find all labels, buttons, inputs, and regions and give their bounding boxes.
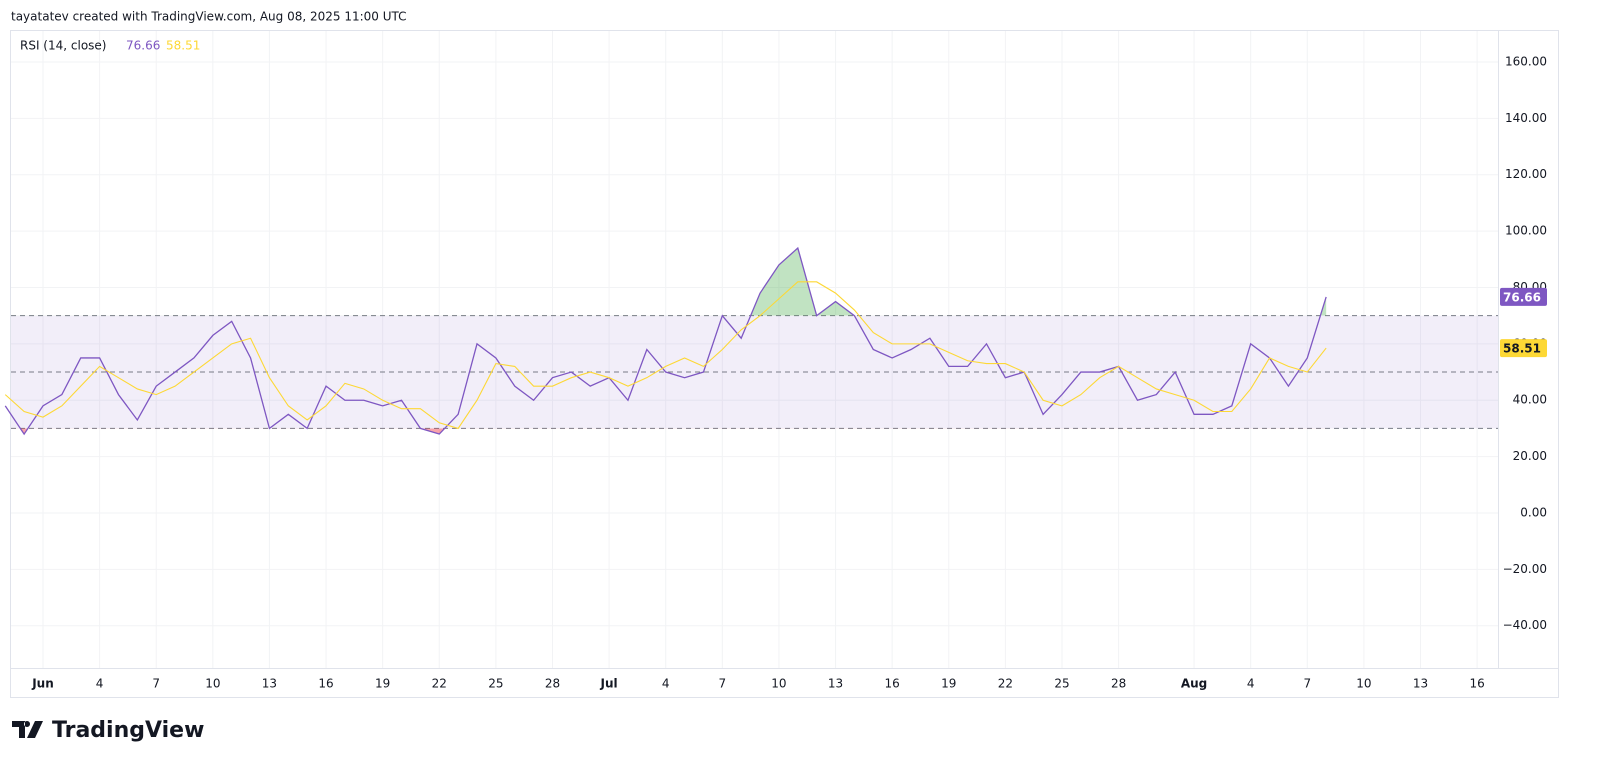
x-tick-label: 13 (262, 677, 277, 691)
x-tick-label: 19 (941, 677, 956, 691)
chart-frame (10, 30, 1559, 698)
x-tick-label: 28 (545, 677, 560, 691)
x-tick-label: 7 (152, 677, 160, 691)
price-tag-label: 76.66 (1503, 290, 1541, 304)
ma-last-value: 58.51 (166, 39, 200, 53)
rsi-last-value: 76.66 (126, 39, 160, 53)
attribution: tayatatev created with TradingView.com, … (11, 10, 407, 24)
x-tick-label: 13 (828, 677, 843, 691)
x-tick-label: 7 (1303, 677, 1311, 691)
plot (4, 31, 1498, 668)
y-tick-label: 140.00 (1505, 111, 1547, 125)
series-line (4, 281, 1327, 430)
x-tick-label: 4 (1247, 677, 1255, 691)
x-tick-label: 16 (885, 677, 900, 691)
x-tick-label: 22 (432, 677, 447, 691)
y-tick-label: 160.00 (1505, 55, 1547, 69)
y-tick-label: 20.00 (1513, 449, 1547, 463)
x-tick-label: 7 (718, 677, 726, 691)
x-tick-label: Jul (600, 677, 618, 691)
price-tag-label: 58.51 (1503, 342, 1541, 356)
x-tick-label: 19 (375, 677, 390, 691)
logo: TradingView (12, 718, 204, 743)
y-tick-label: 100.00 (1505, 224, 1547, 238)
indicator-title: RSI (14, close) (20, 39, 106, 53)
y-tick-label: 0.00 (1520, 505, 1547, 519)
x-tick-label: Jun (31, 677, 54, 691)
y-tick-label: −20.00 (1503, 562, 1547, 576)
x-tick-label: 28 (1111, 677, 1126, 691)
logo-text: TradingView (52, 718, 204, 743)
x-tick-label: Aug (1181, 677, 1207, 691)
x-tick-label: 10 (771, 677, 786, 691)
x-tick-label: 16 (318, 677, 333, 691)
x-tick-label: 25 (488, 677, 503, 691)
x-tick-label: 4 (96, 677, 104, 691)
x-tick-label: 10 (1356, 677, 1371, 691)
x-tick-label: 25 (1054, 677, 1069, 691)
x-tick-label: 22 (998, 677, 1013, 691)
x-tick-label: 4 (662, 677, 670, 691)
price-tag (1500, 287, 1547, 306)
x-tick-label: 13 (1413, 677, 1428, 691)
y-tick-label: 40.00 (1513, 393, 1547, 407)
y-tick-label: 120.00 (1505, 167, 1547, 181)
x-tick-label: 16 (1469, 677, 1484, 691)
series-line (4, 246, 1327, 436)
x-tick-label: 10 (205, 677, 220, 691)
price-tag (1500, 339, 1547, 358)
y-tick-label: −40.00 (1503, 618, 1547, 632)
